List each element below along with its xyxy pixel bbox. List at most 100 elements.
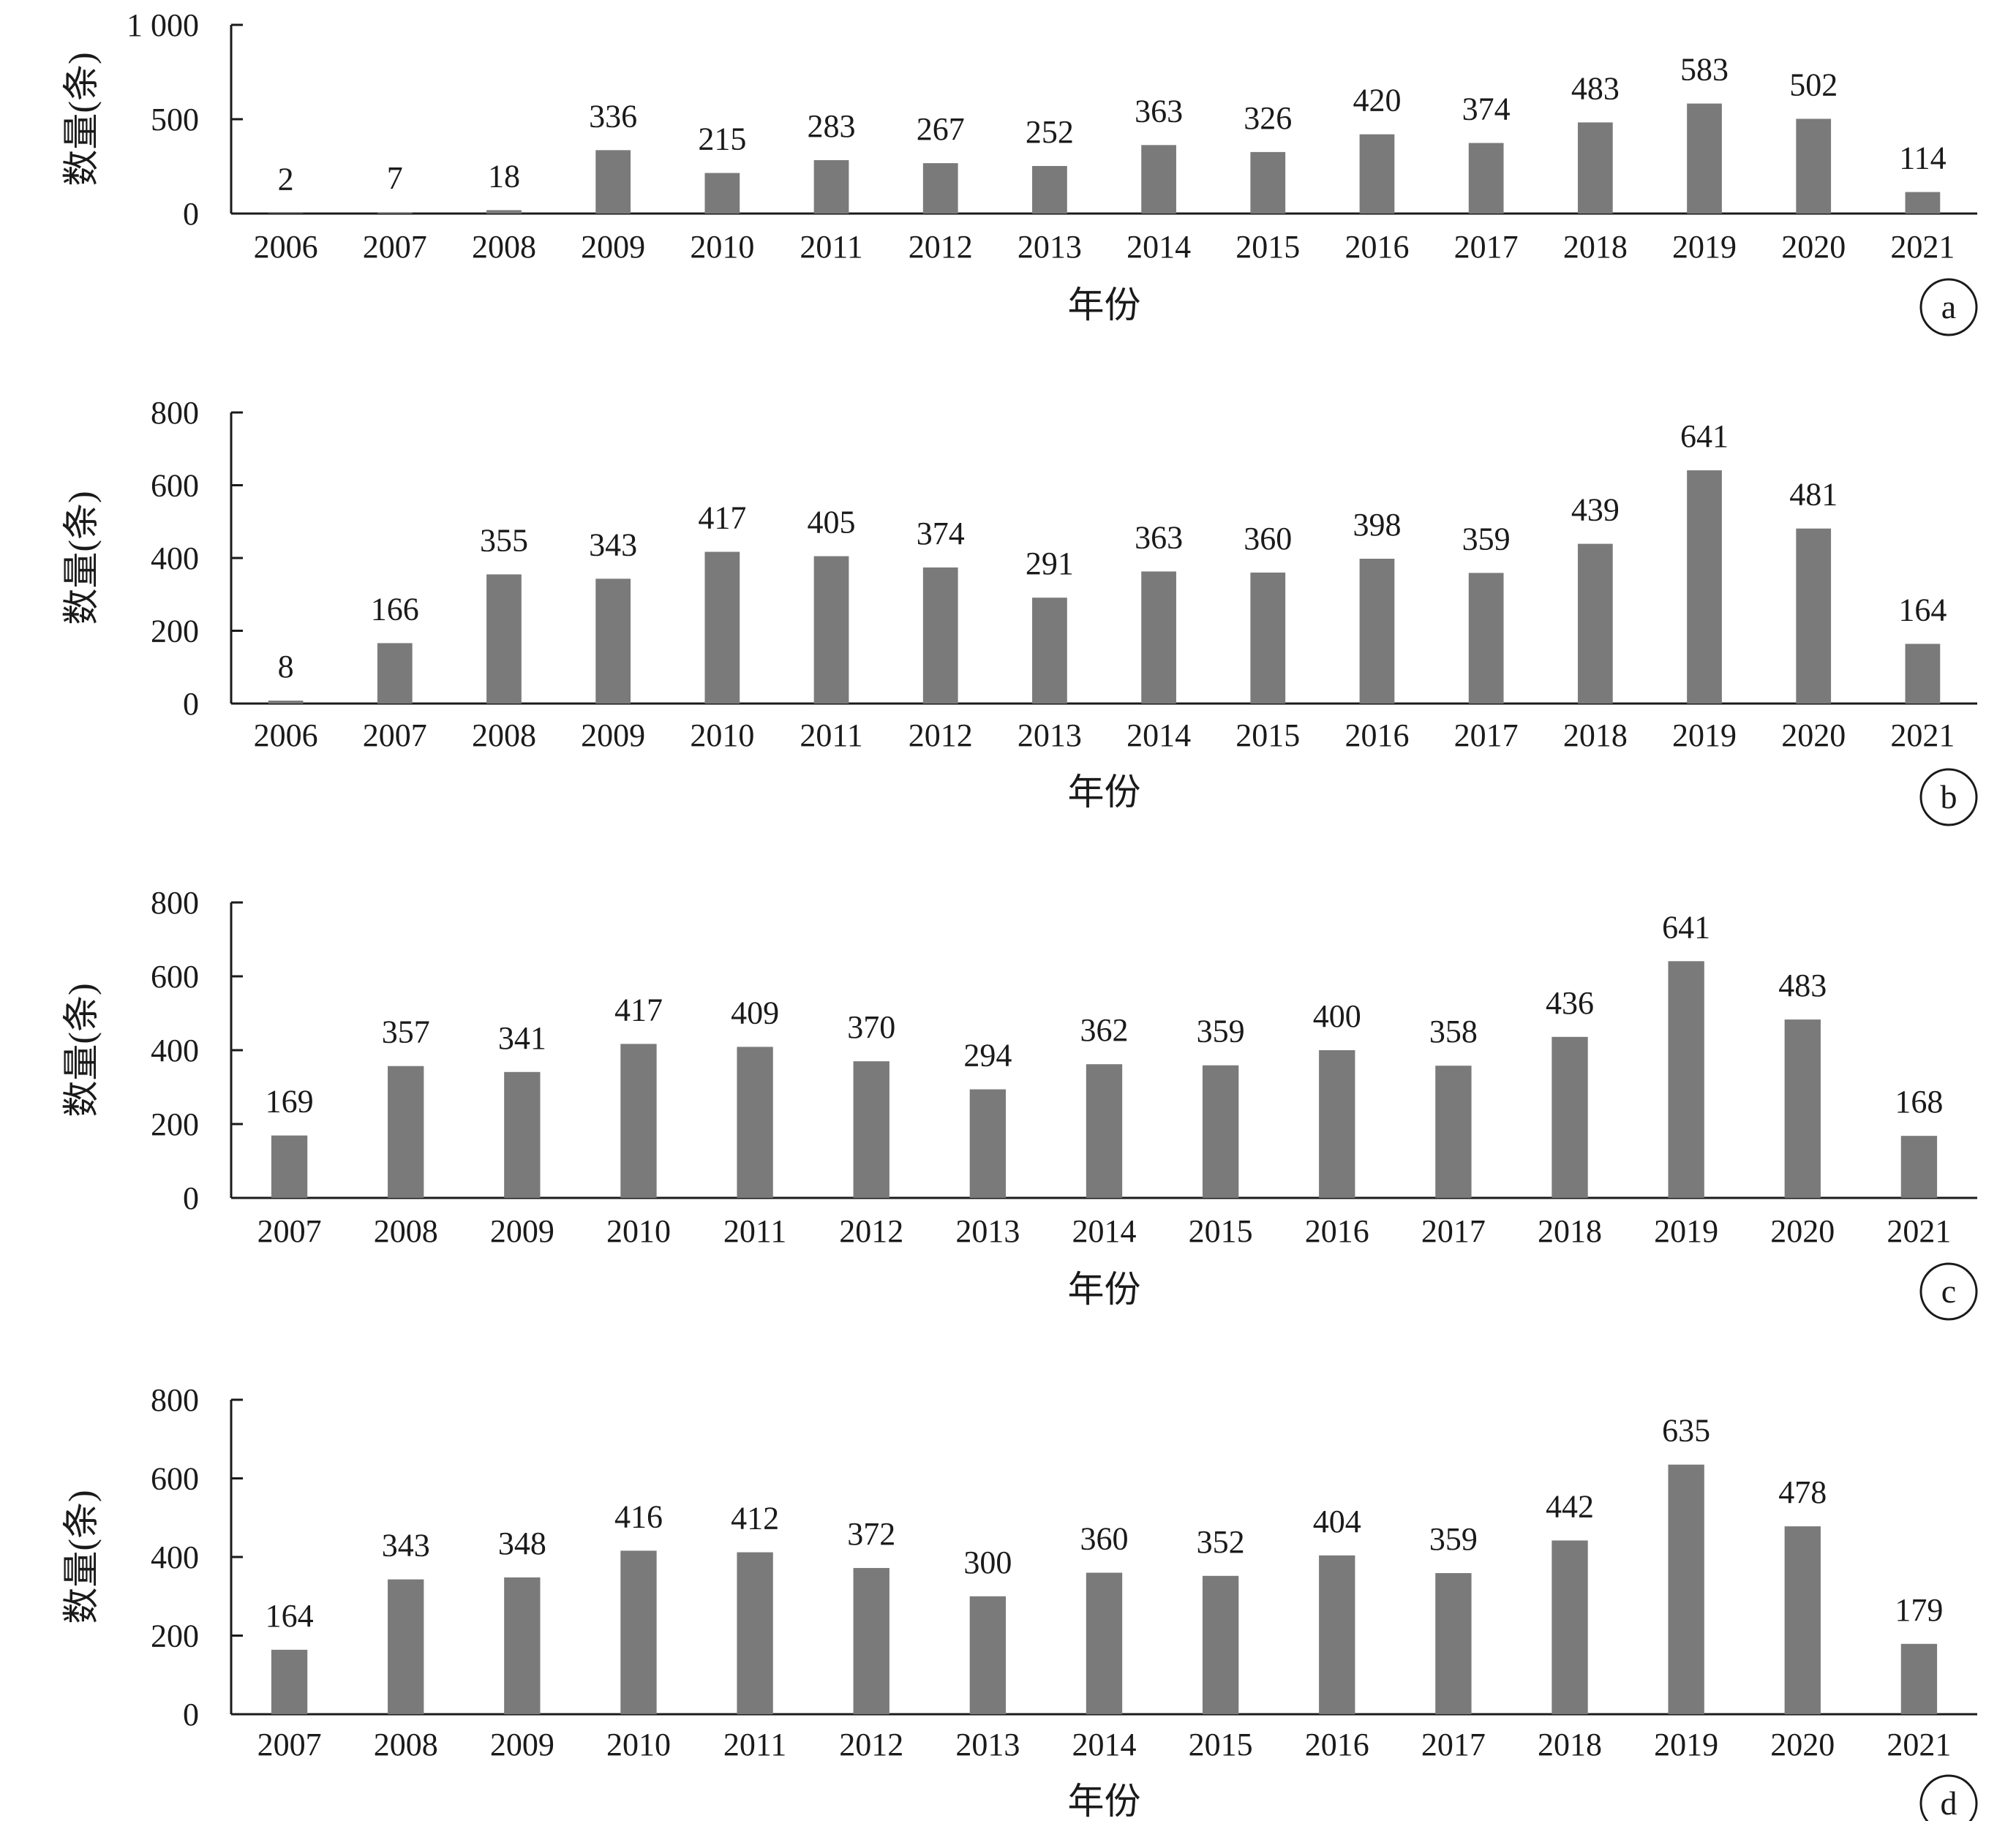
x-tick-label: 2010	[690, 717, 754, 753]
x-tick-label: 2012	[839, 1727, 903, 1762]
bar	[813, 159, 849, 214]
x-tick-label: 2013	[1018, 717, 1082, 753]
x-tick-label: 2011	[723, 1213, 786, 1249]
data-label: 374	[917, 516, 965, 551]
chart-panel-b: 0 200 400 600 800 数量(条) 8 2006 166 2007 355 2008 343…	[61, 395, 1978, 826]
panel-tag-label: d	[1941, 1784, 1957, 1821]
x-axis-title: 年份	[1068, 284, 1141, 325]
y-tick-label: 800	[151, 885, 199, 921]
x-tick-label: 2017	[1454, 229, 1519, 265]
data-label: 283	[808, 108, 856, 144]
x-tick-label: 2012	[839, 1213, 903, 1249]
data-label: 409	[731, 995, 779, 1030]
data-label: 641	[1662, 909, 1710, 945]
x-tick-label: 2015	[1189, 1727, 1253, 1762]
x-tick-label: 2011	[723, 1727, 786, 1762]
data-label: 166	[371, 591, 419, 627]
x-tick-label: 2020	[1781, 229, 1846, 265]
data-label: 164	[1898, 592, 1947, 627]
bar	[1141, 145, 1176, 214]
x-tick-label: 2006	[254, 229, 318, 265]
bar	[704, 551, 740, 704]
x-tick-label: 2017	[1454, 717, 1519, 753]
data-label: 343	[589, 527, 637, 562]
bar	[1668, 961, 1704, 1198]
x-tick-label: 2018	[1563, 229, 1628, 265]
x-tick-label: 2013	[1018, 229, 1082, 265]
x-tick-label: 2014	[1072, 1213, 1137, 1249]
bar	[1687, 470, 1722, 704]
data-label: 417	[698, 500, 746, 536]
data-label: 436	[1546, 985, 1594, 1021]
x-tick-label: 2011	[800, 717, 862, 753]
bar	[813, 556, 849, 704]
y-tick-label: 600	[151, 1461, 199, 1497]
bar	[1202, 1065, 1239, 1198]
y-axis-title: 数量(条)	[61, 52, 102, 186]
panel-tag-label: a	[1941, 288, 1956, 325]
y-tick-label: 800	[151, 1382, 199, 1418]
bar	[1900, 1643, 1938, 1714]
data-label: 179	[1895, 1592, 1943, 1628]
x-tick-label: 2021	[1890, 229, 1955, 265]
bar	[1202, 1575, 1239, 1714]
data-label: 635	[1662, 1413, 1710, 1449]
x-tick-label: 2014	[1127, 717, 1191, 753]
x-tick-label: 2021	[1887, 1213, 1951, 1249]
bar	[1784, 1526, 1821, 1714]
x-tick-label: 2006	[254, 717, 318, 753]
bar	[595, 578, 631, 704]
data-label: 420	[1353, 83, 1401, 118]
bar	[737, 1047, 773, 1198]
bar	[1668, 1464, 1704, 1714]
data-label: 362	[1080, 1012, 1129, 1048]
x-tick-label: 2020	[1770, 1213, 1835, 1249]
bar	[620, 1550, 657, 1714]
y-tick-label: 200	[151, 614, 199, 649]
x-tick-label: 2016	[1344, 229, 1409, 265]
y-tick-label: 0	[183, 1180, 199, 1216]
bar	[1796, 528, 1832, 704]
chart-panel-c: 0 200 400 600 800 数量(条) 169 2007 357 2008 341 2009 4…	[61, 885, 1978, 1321]
bar	[271, 1649, 308, 1714]
data-label: 442	[1546, 1488, 1594, 1524]
bar	[1687, 103, 1722, 214]
data-label: 583	[1680, 52, 1729, 88]
data-label: 416	[614, 1498, 663, 1534]
bar	[271, 1135, 308, 1198]
x-tick-label: 2018	[1538, 1213, 1602, 1249]
bar	[1900, 1136, 1938, 1198]
x-tick-label: 2008	[374, 1213, 438, 1249]
y-tick-label: 400	[151, 1033, 199, 1068]
panel-tag-circle	[1919, 1774, 1978, 1821]
y-tick-label: 600	[151, 959, 199, 995]
y-tick-label: 200	[151, 1618, 199, 1654]
x-tick-label: 2007	[257, 1213, 322, 1249]
data-label: 326	[1244, 100, 1292, 136]
x-tick-label: 2012	[909, 717, 973, 753]
data-label: 412	[731, 1501, 779, 1537]
panel-tag-circle	[1919, 768, 1978, 826]
data-label: 405	[808, 505, 856, 540]
x-tick-label: 2018	[1538, 1727, 1602, 1762]
data-label: 502	[1789, 67, 1838, 102]
data-label: 348	[498, 1526, 546, 1561]
x-tick-label: 2008	[472, 229, 536, 265]
bar	[1319, 1050, 1355, 1198]
data-label: 370	[847, 1009, 895, 1045]
data-label: 291	[1026, 546, 1074, 581]
bar	[504, 1071, 541, 1198]
bar	[1319, 1555, 1355, 1714]
data-label: 360	[1080, 1521, 1129, 1557]
data-label: 478	[1778, 1474, 1827, 1510]
bar	[1086, 1572, 1123, 1714]
bar	[1577, 543, 1613, 704]
x-tick-label: 2019	[1654, 1213, 1718, 1249]
data-label: 294	[963, 1038, 1012, 1074]
data-label: 359	[1462, 521, 1511, 557]
bar	[388, 1579, 424, 1714]
data-label: 2	[278, 161, 294, 197]
data-label: 18	[488, 158, 520, 194]
y-tick-label: 400	[151, 540, 199, 576]
